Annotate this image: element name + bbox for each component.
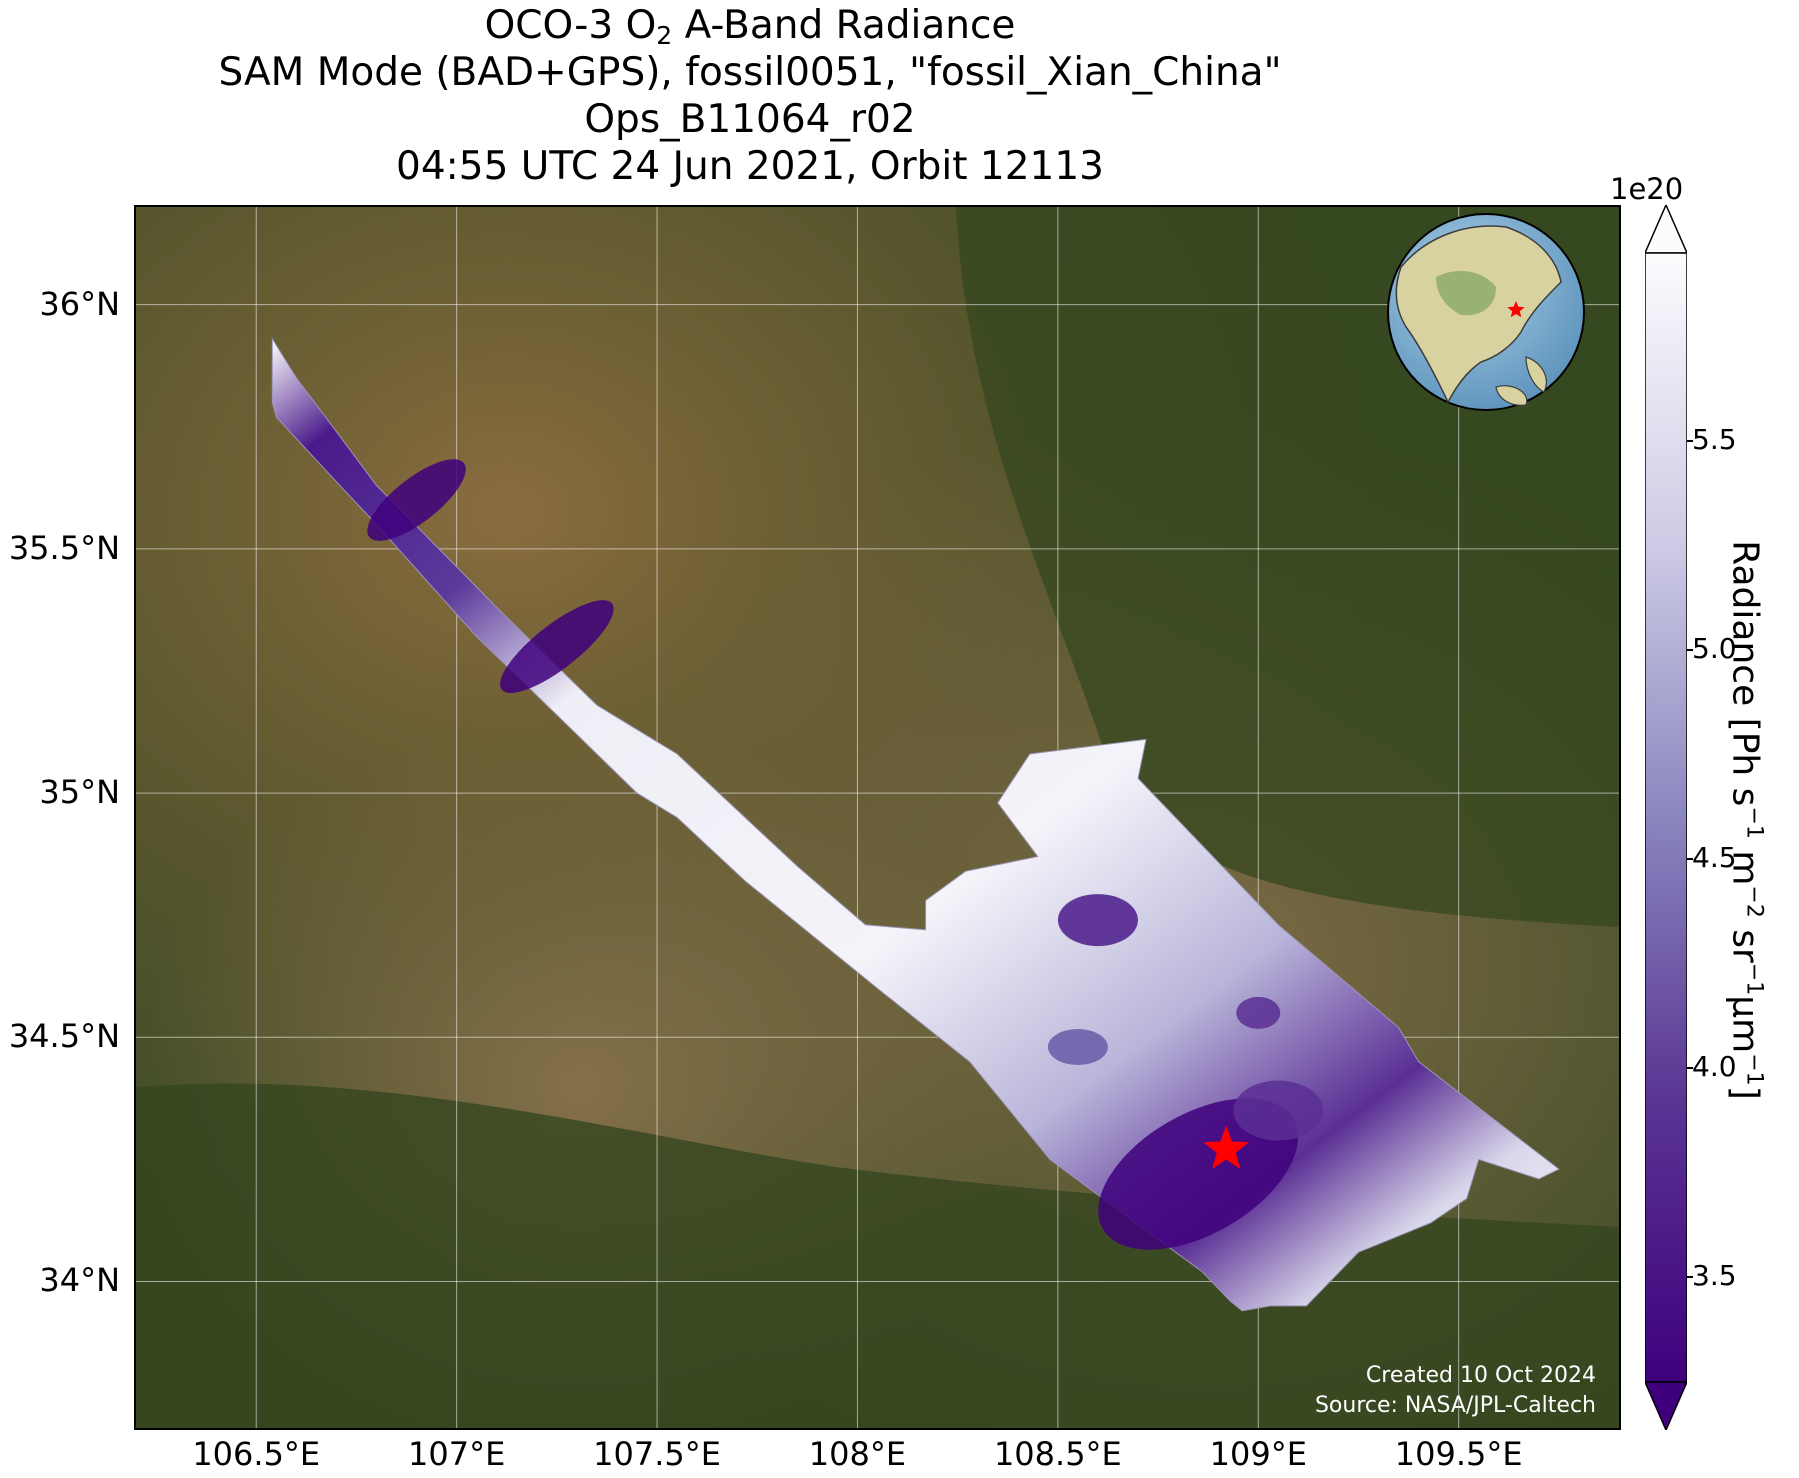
credit-created: Created 10 Oct 2024 [1366, 1363, 1596, 1388]
colorbar-extend-top [1645, 205, 1687, 254]
title-line-1: OCO-3 O2 A-Band Radiance [484, 3, 1016, 50]
low-radiance-patch [1098, 1098, 1299, 1250]
low-radiance-patch [1057, 894, 1138, 947]
map-canvas: Created 10 Oct 2024 Source: NASA/JPL-Cal… [136, 207, 1619, 1428]
colorbar-tick-mark [1687, 1067, 1693, 1070]
lat-tick-label: 36°N [39, 284, 120, 323]
swath-polygon[interactable] [271, 337, 1560, 1312]
lat-tick-label: 34.5°N [8, 1017, 120, 1056]
colorbar-tick-mark [1687, 858, 1693, 861]
globe-land-islands [1525, 356, 1547, 393]
colorbar [1645, 205, 1687, 1430]
low-radiance-patch [1233, 1080, 1324, 1141]
low-radiance-patch [500, 600, 614, 694]
colorbar-tick-mark [1687, 1276, 1693, 1279]
colorbar-label: Radiance [Ph s−1 m−2 sr−1μm−1] [1724, 540, 1767, 1100]
inset-globe [1387, 213, 1585, 411]
title-line-4: 04:55 UTC 24 Jun 2021, Orbit 12113 [396, 144, 1104, 189]
low-radiance-patch [1047, 1029, 1108, 1066]
low-radiance-patch [1236, 996, 1281, 1029]
lon-tick-label: 109.5°E [1394, 1435, 1523, 1473]
lon-tick-label: 108°E [808, 1435, 907, 1473]
target-star-icon [1203, 1125, 1249, 1169]
colorbar-tick-label: 4.5 [1692, 841, 1737, 875]
gridlines [136, 207, 1619, 1428]
colorbar-tick-mark [1687, 440, 1693, 443]
lon-tick-label: 108.5°E [993, 1435, 1122, 1473]
credit-source: Source: NASA/JPL-Caltech [1315, 1393, 1596, 1418]
title-line-2: SAM Mode (BAD+GPS), fossil0051, "fossil_… [218, 50, 1282, 95]
colorbar-exponent: 1e20 [1610, 172, 1684, 206]
lat-tick-label: 35°N [39, 773, 120, 812]
lon-tick-label: 109°E [1209, 1435, 1307, 1473]
colorbar-tick-label: 5.0 [1692, 632, 1737, 666]
lon-tick-label: 107.5°E [593, 1435, 721, 1473]
colorbar-tick-label: 5.5 [1692, 423, 1737, 457]
target-marker [1203, 1125, 1249, 1169]
lat-tick-label: 34°N [39, 1261, 120, 1300]
colorbar-extend-bottom [1645, 1381, 1687, 1430]
colorbar-tick-mark [1687, 649, 1693, 652]
chart-title: OCO-3 O2 A-Band Radiance SAM Mode (BAD+G… [0, 2, 1500, 190]
radiance-swath[interactable] [271, 337, 1560, 1312]
low-radiance-patch [367, 459, 466, 541]
globe-star-icon [1507, 301, 1525, 318]
lon-tick-label: 106.5°E [192, 1435, 321, 1473]
lon-tick-label: 107°E [407, 1435, 506, 1473]
colorbar-gradient [1645, 252, 1687, 1383]
title-line-3: Ops_B11064_r02 [584, 97, 916, 142]
colorbar-tick-label: 4.0 [1692, 1050, 1737, 1084]
globe-land-asia [1395, 225, 1562, 404]
basemap-qinling-mountains [136, 1083, 1619, 1428]
globe-land-south [1495, 385, 1528, 406]
globe-land-china [1436, 271, 1496, 316]
map-panel[interactable]: Created 10 Oct 2024 Source: NASA/JPL-Cal… [134, 205, 1621, 1430]
colorbar-tick-label: 3.5 [1692, 1259, 1737, 1293]
lat-tick-label: 35.5°N [8, 528, 120, 567]
